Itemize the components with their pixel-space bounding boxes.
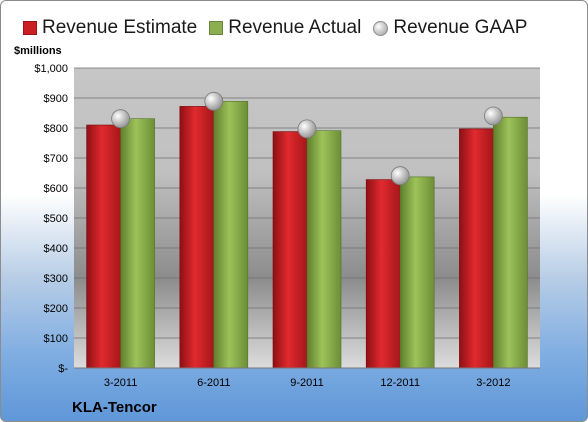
x-tick-label: 6-2011	[197, 377, 230, 389]
bar-revenue-estimate	[179, 106, 215, 369]
y-axis-ticks: $- $100 $200 $300 $400 $500 $600 $700 $800 $900 $1…	[34, 63, 68, 375]
legend-marker-revenue-gaap	[373, 20, 389, 36]
y-tick-label: $400	[44, 243, 68, 255]
bar-revenue-actual	[399, 176, 435, 369]
y-tick-label: $300	[44, 273, 68, 285]
x-axis-ticks: 3-2011 6-2011 9-2011 12-2011 3-2012	[104, 377, 511, 389]
bars	[86, 101, 528, 369]
bar-revenue-estimate	[272, 131, 308, 369]
x-tick-label: 3-2012	[476, 377, 510, 389]
x-tick-label: 12-2011	[380, 377, 420, 389]
legend: Revenue Estimate Revenue Actual Revenue …	[23, 15, 539, 41]
y-tick-label: $-	[58, 363, 68, 375]
x-tick-label: 3-2011	[104, 377, 137, 389]
bar-revenue-actual	[306, 130, 342, 369]
marker-revenue-gaap	[204, 91, 224, 111]
legend-swatch-revenue-actual	[209, 21, 224, 35]
legend-item-revenue-actual: Revenue Actual	[209, 17, 361, 39]
marker-revenue-gaap	[390, 166, 410, 186]
bar-revenue-estimate	[365, 179, 401, 369]
y-tick-label: $700	[44, 153, 68, 165]
company-label: KLA-Tencor	[72, 399, 157, 416]
bar-revenue-estimate	[459, 128, 494, 369]
y-tick-label: $1,000	[34, 63, 68, 75]
marker-revenue-gaap	[297, 119, 317, 139]
legend-label-revenue-gaap: Revenue GAAP	[393, 17, 528, 38]
legend-label-revenue-actual: Revenue Actual	[228, 17, 362, 38]
bar-revenue-actual	[493, 116, 528, 369]
marker-revenue-gaap	[483, 106, 503, 126]
y-tick-label: $200	[44, 303, 68, 315]
y-tick-label: $800	[44, 123, 68, 135]
y-tick-label: $100	[44, 333, 68, 345]
y-tick-label: $500	[44, 213, 68, 225]
legend-label-revenue-estimate: Revenue Estimate	[42, 17, 198, 38]
gaap-markers	[111, 91, 503, 186]
x-tick-label: 9-2011	[290, 377, 323, 389]
bar-revenue-estimate	[86, 124, 121, 369]
legend-item-revenue-gaap: Revenue GAAP	[373, 17, 527, 39]
legend-item-revenue-estimate: Revenue Estimate	[23, 17, 197, 39]
y-tick-label: $600	[44, 183, 68, 195]
bar-revenue-actual	[120, 118, 155, 369]
y-tick-label: $900	[44, 93, 68, 105]
marker-revenue-gaap	[111, 109, 130, 129]
y-axis-unit-label: $millions	[14, 45, 62, 57]
bar-revenue-actual	[213, 101, 249, 369]
legend-swatch-revenue-estimate	[23, 21, 37, 35]
